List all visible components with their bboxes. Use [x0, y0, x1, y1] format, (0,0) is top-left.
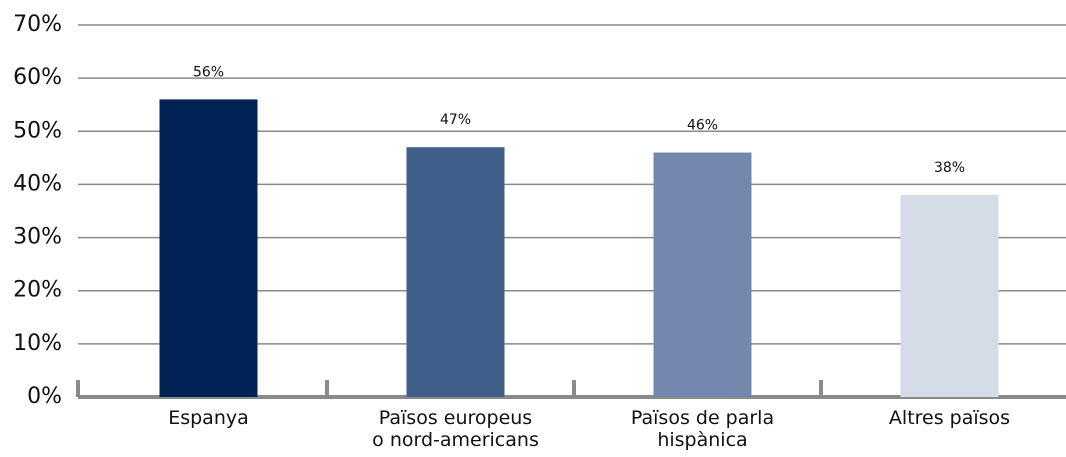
data-label: 56%	[193, 64, 224, 80]
y-tick-label: 10%	[13, 331, 62, 356]
y-tick-label: 50%	[13, 118, 62, 143]
bar	[900, 195, 999, 397]
y-tick-label: 0%	[27, 384, 62, 409]
x-tick-label: Països europeus o nord-americans	[372, 407, 539, 451]
y-tick-label: 70%	[13, 12, 62, 37]
bar	[406, 147, 505, 397]
x-tick-label: Espanya	[168, 407, 249, 429]
data-label: 47%	[440, 112, 471, 128]
bar	[159, 99, 258, 398]
y-tick-label: 60%	[13, 65, 62, 90]
y-tick-label: 40%	[13, 171, 62, 196]
x-tick-label: Altres països	[888, 407, 1011, 429]
data-label: 46%	[687, 118, 718, 134]
y-tick-label: 20%	[13, 278, 62, 303]
bar	[653, 152, 752, 397]
y-tick-label: 30%	[13, 225, 62, 250]
x-tick-label: Països de parla hispànica	[630, 407, 775, 451]
data-label: 38%	[934, 160, 965, 176]
